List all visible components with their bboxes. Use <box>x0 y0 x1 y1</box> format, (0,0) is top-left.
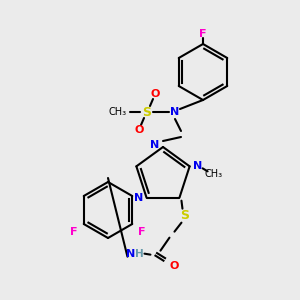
Text: N: N <box>126 249 135 259</box>
Text: N: N <box>193 161 202 171</box>
Text: CH₃: CH₃ <box>205 169 223 179</box>
Text: H: H <box>135 249 144 259</box>
Text: F: F <box>199 29 207 39</box>
Text: S: S <box>142 106 152 118</box>
Text: O: O <box>150 89 160 99</box>
Text: N: N <box>170 107 180 117</box>
Text: F: F <box>139 227 146 237</box>
Text: N: N <box>150 140 160 150</box>
Text: O: O <box>134 125 144 135</box>
Text: F: F <box>70 227 77 237</box>
Text: S: S <box>180 209 189 222</box>
Text: CH₃: CH₃ <box>109 107 127 117</box>
Text: O: O <box>170 261 179 271</box>
Text: N: N <box>134 193 143 203</box>
